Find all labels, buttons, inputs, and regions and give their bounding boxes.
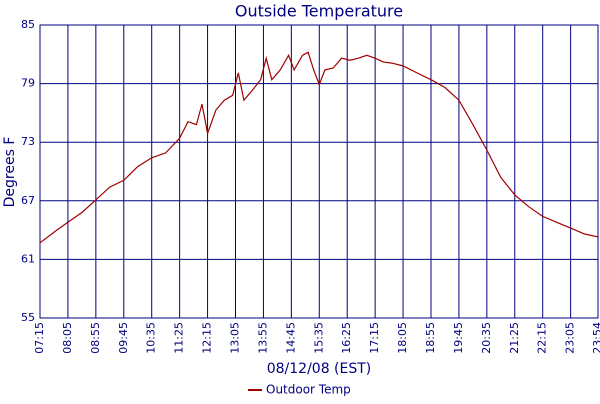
x-tick-label: 15:35 xyxy=(312,322,325,354)
y-tick-label: 55 xyxy=(21,311,35,324)
x-tick-label: 11:25 xyxy=(173,322,186,354)
legend-label: Outdoor Temp xyxy=(266,383,351,397)
x-tick-label: 18:05 xyxy=(396,322,409,354)
line-series xyxy=(39,51,599,244)
x-tick-label: 18:55 xyxy=(424,322,437,354)
x-tick-label: 20:35 xyxy=(480,322,493,354)
x-tick-label: 10:35 xyxy=(145,322,158,354)
chart-title: Outside Temperature xyxy=(235,2,403,21)
x-tick-label: 09:45 xyxy=(117,322,130,354)
x-tick-label: 08:05 xyxy=(61,322,74,354)
x-tick-label: 19:45 xyxy=(452,322,465,354)
x-tick-label: 08:55 xyxy=(89,322,102,354)
x-tick-label: 23:05 xyxy=(564,322,577,354)
y-tick-label: 79 xyxy=(21,77,35,90)
x-tick-label: 16:25 xyxy=(340,322,353,354)
x-tick-label: 22:15 xyxy=(536,322,549,354)
x-tick-label: 12:15 xyxy=(201,322,214,354)
y-axis-label: Degrees F xyxy=(2,137,18,208)
x-tick-label: 13:05 xyxy=(228,322,241,354)
y-tick-label: 73 xyxy=(21,135,35,148)
x-tick-label: 07:15 xyxy=(33,322,46,354)
y-tick-label: 67 xyxy=(21,194,35,207)
x-tick-label: 23:54 xyxy=(591,322,600,354)
x-tick-label: 21:25 xyxy=(508,322,521,354)
x-tick-label: 17:15 xyxy=(368,322,381,354)
x-axis-label: 08/12/08 (EST) xyxy=(267,361,372,377)
plot-frame xyxy=(39,24,599,319)
x-tick-label: 14:45 xyxy=(284,322,297,354)
x-tick-label: 13:55 xyxy=(256,322,269,354)
y-tick-label: 85 xyxy=(21,18,35,31)
y-tick-label: 61 xyxy=(21,252,35,265)
